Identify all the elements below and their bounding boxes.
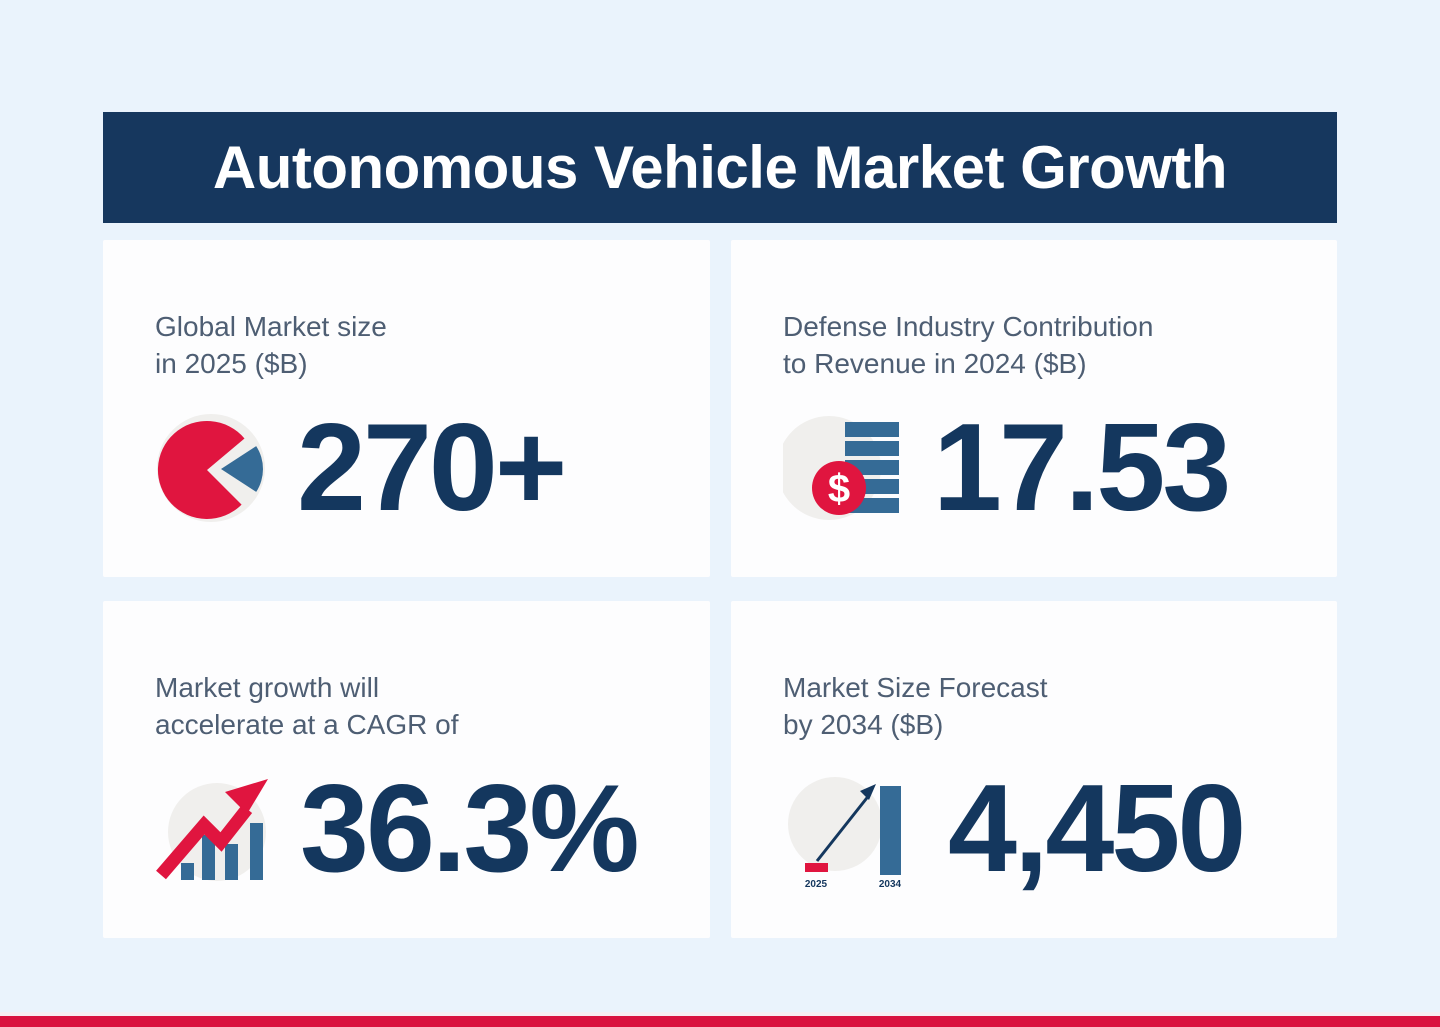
stat-label-line1: Market Size Forecast (783, 672, 1048, 703)
stat-label: Market growth will accelerate at a CAGR o… (155, 669, 686, 743)
stat-label: Market Size Forecast by 2034 ($B) (783, 669, 1313, 743)
footer-accent-bar (0, 1016, 1440, 1027)
money-stack-icon: $ (783, 416, 899, 520)
stat-label-line1: Global Market size (155, 311, 387, 342)
stat-row: $ 17.53 (783, 406, 1313, 530)
stat-card-forecast: Market Size Forecast by 2034 ($B) 2025 20… (731, 601, 1337, 938)
stat-label-line2: accelerate at a CAGR of (155, 709, 459, 740)
stat-label-line2: by 2034 ($B) (783, 709, 944, 740)
stat-label-line1: Defense Industry Contribution (783, 311, 1154, 342)
footer-light-strip (0, 1012, 1440, 1016)
stat-card-defense-contribution: Defense Industry Contribution to Revenue … (731, 240, 1337, 577)
title-bar: Autonomous Vehicle Market Growth (103, 112, 1337, 223)
stat-value: 17.53 (933, 399, 1231, 537)
stat-card-global-market-size: Global Market size in 2025 ($B) 270+ (103, 240, 710, 577)
stat-row: 36.3% (155, 767, 686, 891)
year-end-label: 2034 (879, 879, 902, 889)
stat-row: 270+ (155, 406, 686, 530)
stat-cards-grid: Global Market size in 2025 ($B) 270+ Defe… (103, 240, 1337, 938)
stat-row: 2025 2034 4,450 (783, 767, 1313, 891)
stat-value: 4,450 (948, 760, 1246, 898)
growth-arrow-icon (156, 778, 268, 881)
stat-label-line1: Market growth will (155, 672, 380, 703)
stat-label-line2: in 2025 ($B) (155, 348, 308, 379)
stat-card-cagr: Market growth will accelerate at a CAGR o… (103, 601, 710, 938)
stat-value: 270+ (297, 399, 567, 537)
forecast-bars-icon: 2025 2034 (788, 777, 902, 889)
stat-label: Defense Industry Contribution to Revenue … (783, 308, 1313, 382)
year-start-label: 2025 (805, 879, 828, 889)
pie-chart-icon (157, 414, 265, 522)
stat-value: 36.3% (300, 760, 640, 898)
stat-label: Global Market size in 2025 ($B) (155, 308, 686, 382)
stat-label-line2: to Revenue in 2024 ($B) (783, 348, 1087, 379)
page-title: Autonomous Vehicle Market Growth (212, 134, 1228, 201)
dollar-sign-glyph: $ (828, 467, 850, 511)
